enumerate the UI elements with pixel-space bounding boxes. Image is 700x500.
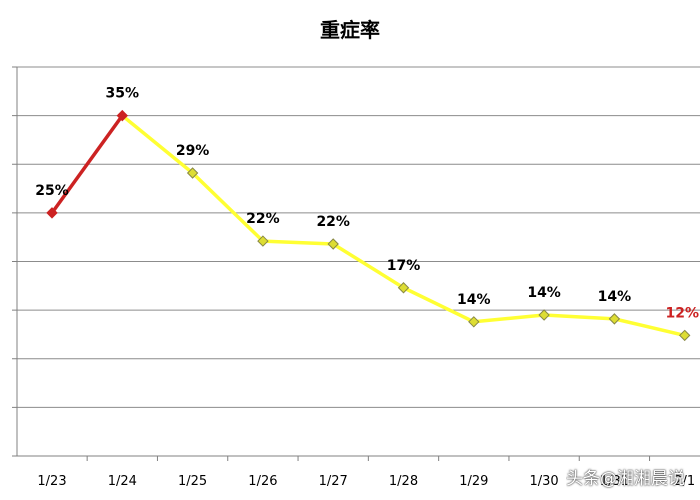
x-tick-label: 1/28: [389, 474, 418, 489]
data-point: [327, 238, 339, 250]
x-tick-label: 2/1: [674, 474, 695, 489]
data-label: 25%: [35, 183, 69, 199]
x-tick-label: 1/26: [248, 474, 277, 489]
x-tick-label: 1/27: [319, 474, 348, 489]
series-line: [50, 114, 686, 338]
series-line-start: [50, 114, 124, 214]
data-point: [678, 329, 691, 342]
data-point: [468, 316, 480, 328]
data-point: [186, 167, 199, 179]
x-tick-label: 1/25: [178, 474, 207, 489]
data-label: 35%: [106, 86, 140, 102]
data-point: [116, 109, 129, 122]
data-label: 22%: [316, 214, 350, 230]
data-point: [538, 309, 550, 321]
data-label: 14%: [527, 285, 561, 301]
data-labels: 25% 35% 29% 22% 22% 17% 14% 14% 14% 12%: [35, 86, 699, 322]
x-tick-label: 1/23: [37, 474, 66, 489]
data-point: [257, 235, 269, 247]
x-tick-label: 1/31: [600, 474, 629, 489]
data-label: 17%: [387, 258, 421, 274]
data-point: [608, 313, 621, 325]
data-label: 12%: [665, 305, 699, 321]
watermark-text: 头条@湘湘晨说: [566, 469, 685, 489]
data-point: [46, 207, 58, 219]
data-label: 14%: [598, 289, 632, 305]
x-tick-label: 1/30: [529, 474, 558, 489]
data-label: 29%: [176, 143, 210, 159]
data-label: 14%: [457, 292, 491, 308]
x-tick-label: 1/24: [108, 474, 137, 489]
x-tick-label: 1/29: [459, 474, 488, 489]
x-axis-ticks: 1/23 1/24 1/25 1/26 1/27 1/28 1/29 1/30 1/31 2/1: [37, 456, 695, 489]
chart-title: 重症率: [320, 18, 380, 42]
data-label: 22%: [246, 211, 280, 227]
data-point: [397, 282, 410, 294]
axes: [12, 66, 700, 457]
data-points: [46, 109, 691, 342]
